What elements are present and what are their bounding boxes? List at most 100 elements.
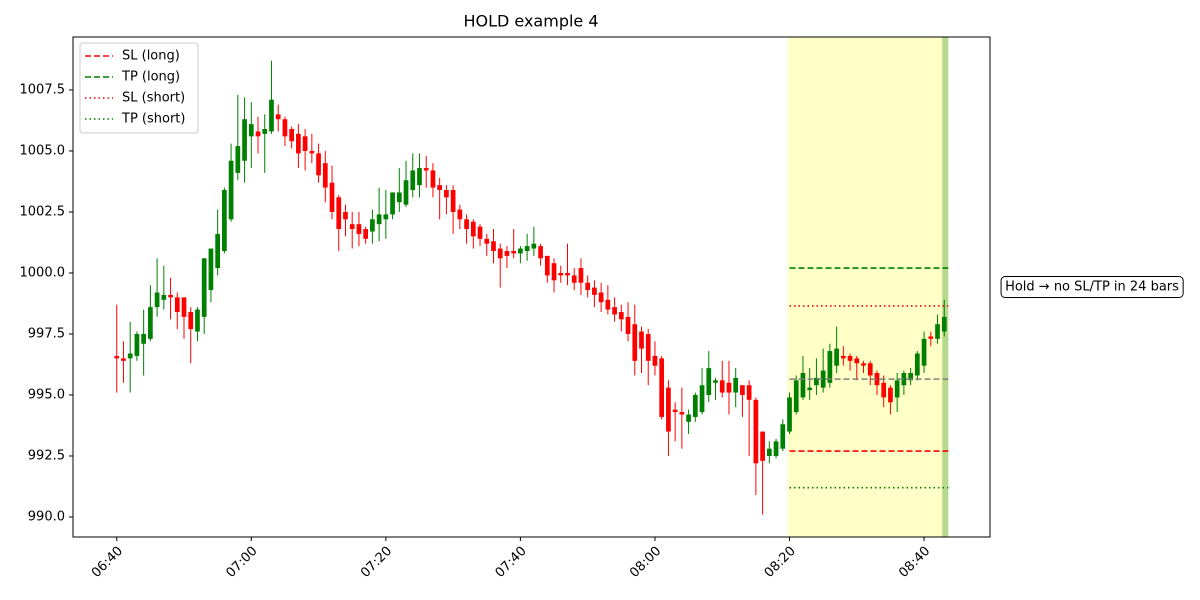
candle-body xyxy=(376,214,382,225)
candle-body xyxy=(787,397,792,432)
candle-body xyxy=(854,358,860,364)
candle-body xyxy=(686,414,691,422)
candle-body xyxy=(827,351,833,383)
candle-body xyxy=(188,312,194,330)
candle-body xyxy=(544,255,550,276)
candle-body xyxy=(578,268,584,283)
candle-body xyxy=(208,248,214,291)
candle-body xyxy=(289,128,295,142)
candle-body xyxy=(921,338,927,366)
candle-body xyxy=(242,119,247,161)
candle-body xyxy=(780,424,786,449)
candle-body xyxy=(820,370,826,388)
candle-body xyxy=(807,387,813,391)
candle-body xyxy=(888,387,893,403)
candle-body xyxy=(296,133,301,154)
candle-body xyxy=(457,209,463,220)
candle-body xyxy=(639,331,644,349)
candle-body xyxy=(410,170,416,191)
candle-body xyxy=(679,412,685,415)
candle-body xyxy=(733,377,739,393)
candle-body xyxy=(309,150,315,154)
candle-body xyxy=(464,219,469,230)
candle-body xyxy=(901,373,907,386)
candle-body xyxy=(558,272,564,276)
candle-body xyxy=(598,292,604,303)
legend-label: SL (short) xyxy=(122,91,185,106)
candle-body xyxy=(370,219,375,232)
candle-body xyxy=(740,385,745,395)
candle-body xyxy=(531,243,537,249)
legend-box xyxy=(79,42,199,134)
y-tick-label: 1002.5 xyxy=(20,204,66,219)
candle-body xyxy=(773,441,779,456)
candle-body xyxy=(518,248,523,254)
candle-body xyxy=(524,246,530,252)
candle-body xyxy=(248,124,254,137)
candle-body xyxy=(181,297,187,317)
candle-body xyxy=(551,263,557,281)
y-tick-label: 995.0 xyxy=(28,387,65,402)
candle-body xyxy=(706,368,712,395)
candle-body xyxy=(275,114,281,120)
candle-body xyxy=(672,409,678,413)
candle-body xyxy=(491,241,496,252)
candle-body xyxy=(329,182,335,212)
candle-body xyxy=(363,229,369,239)
candle-body xyxy=(269,99,274,132)
candle-body xyxy=(618,312,624,320)
candle-body xyxy=(652,355,658,366)
annotation: Hold → no SL/TP in 24 bars xyxy=(1005,280,1179,295)
candle-body xyxy=(592,287,597,295)
candle-body xyxy=(746,385,752,400)
y-tick-label: 997.5 xyxy=(28,326,65,341)
candle-body xyxy=(423,168,429,171)
chart-title: HOLD example 4 xyxy=(463,12,598,31)
candle-body xyxy=(861,363,866,366)
candle-body xyxy=(168,294,173,298)
candle-body xyxy=(390,192,395,215)
candle-body xyxy=(235,146,241,173)
candle-body xyxy=(430,170,436,188)
y-tick-label: 1007.5 xyxy=(20,82,66,97)
y-tick-label: 992.5 xyxy=(28,448,65,463)
candle-body xyxy=(127,353,133,359)
y-tick-label: 990.0 xyxy=(28,509,65,524)
candle-body xyxy=(800,373,806,398)
candle-body xyxy=(161,294,167,300)
candle-body xyxy=(497,248,503,259)
candle-body xyxy=(141,333,146,344)
candle-body xyxy=(867,363,873,376)
candle-body xyxy=(726,382,732,393)
candle-body xyxy=(719,380,725,393)
candle-body xyxy=(511,251,517,254)
candle-body xyxy=(692,394,698,417)
candle-body xyxy=(760,431,765,461)
candle-body xyxy=(255,131,261,137)
candle-body xyxy=(814,377,819,386)
candle-body xyxy=(343,211,348,220)
candle-body xyxy=(201,258,207,317)
candle-body xyxy=(793,380,799,413)
candle-body xyxy=(282,119,288,137)
candle-body xyxy=(121,358,126,361)
candle-body xyxy=(114,355,120,359)
candle-body xyxy=(222,190,227,252)
candle-body xyxy=(504,251,510,256)
candle-body xyxy=(914,353,920,376)
candle-body xyxy=(847,355,853,361)
candle-body xyxy=(894,380,900,398)
annotation-box xyxy=(1000,276,1184,298)
candle-body xyxy=(322,163,328,188)
candle-body xyxy=(935,324,940,339)
candle-body xyxy=(316,153,321,176)
legend-label: SL (long) xyxy=(122,49,180,64)
candle-body xyxy=(625,316,631,334)
candle-body xyxy=(148,307,153,339)
candle-body xyxy=(753,399,759,464)
candle-body xyxy=(766,448,772,456)
candle-body xyxy=(645,333,651,361)
candle-body xyxy=(302,136,308,151)
candle-body xyxy=(659,358,665,417)
